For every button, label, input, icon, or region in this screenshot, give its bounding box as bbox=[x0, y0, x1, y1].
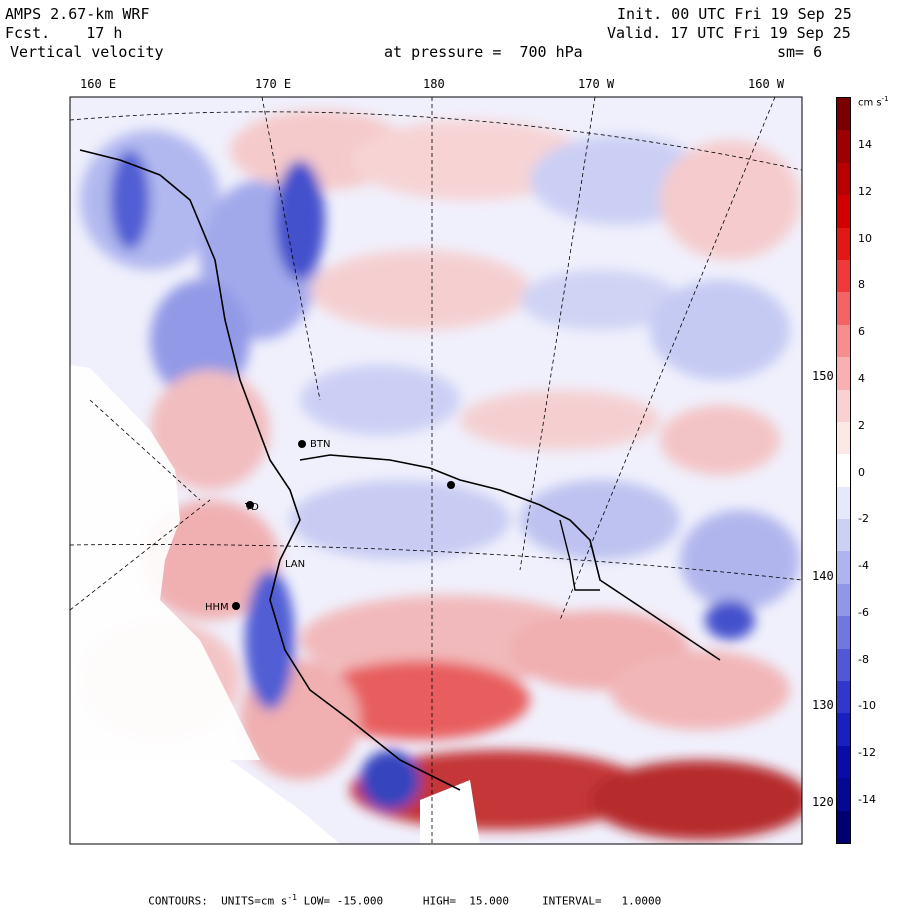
lon-label-160w: 160 W bbox=[748, 77, 785, 91]
colorbar-swatch bbox=[837, 713, 850, 746]
station-label-btn: BTN bbox=[310, 439, 330, 450]
valid-time: Valid. 17 UTC Fri 19 Sep 25 bbox=[607, 24, 851, 42]
footer-interval: INTERVAL= 1.0000 bbox=[542, 894, 662, 908]
colorbar-tick-label: -14 bbox=[858, 793, 876, 806]
station-marker bbox=[447, 481, 455, 489]
footer-units: UNITS=cm s bbox=[221, 894, 288, 908]
colorbar-swatch bbox=[837, 681, 850, 714]
colorbar-tick-label: 8 bbox=[858, 278, 865, 292]
colorbar-tick-label: 0 bbox=[858, 465, 865, 479]
footer-contours: CONTOURS: bbox=[148, 894, 208, 908]
model-title: AMPS 2.67-km WRF bbox=[5, 5, 150, 23]
colorbar-swatch bbox=[837, 648, 850, 682]
colorbar-tick-label: -10 bbox=[858, 699, 876, 713]
footer-low: LOW= -15.000 bbox=[303, 894, 384, 908]
colorbar-swatch bbox=[837, 421, 850, 455]
colorbar bbox=[836, 97, 851, 844]
colorbar-tick-label: 14 bbox=[858, 138, 872, 151]
lon-label-160e: 160 E bbox=[80, 77, 117, 91]
colorbar-units-text: cm s bbox=[858, 97, 882, 109]
colorbar-swatch bbox=[837, 778, 850, 811]
pressure-level: at pressure = 700 hPa bbox=[384, 43, 583, 61]
colorbar-tick-label: -12 bbox=[858, 746, 876, 760]
colorbar-tick-label: 12 bbox=[858, 184, 872, 198]
field-name: Vertical velocity bbox=[10, 43, 164, 61]
colorbar-swatch bbox=[837, 486, 850, 520]
colorbar-swatch bbox=[837, 324, 850, 358]
footer-high: HIGH= 15.000 bbox=[422, 894, 509, 908]
colorbar-swatch bbox=[837, 98, 850, 131]
station-label-hhm: HHM bbox=[205, 602, 229, 613]
colorbar-units-exp: -1 bbox=[881, 95, 889, 103]
colorbar-swatch bbox=[837, 519, 850, 552]
lon-label-170e: 170 E bbox=[255, 77, 292, 91]
colorbar-swatch bbox=[837, 259, 850, 293]
station-marker bbox=[246, 501, 254, 509]
colorbar-swatch bbox=[837, 130, 850, 163]
station-label-lan: LAN bbox=[285, 559, 305, 570]
smoothing: sm= 6 bbox=[777, 43, 823, 61]
colorbar-swatch bbox=[837, 745, 850, 779]
colorbar-swatch bbox=[837, 292, 850, 325]
footer: CONTOURS: UNITS=cm s-1 LOW= -15.000 HIGH… bbox=[135, 880, 661, 908]
colorbar-tick-label: 10 bbox=[858, 231, 872, 245]
forecast-hour: Fcst. 17 h bbox=[5, 24, 123, 42]
colorbar-tick-label: 6 bbox=[858, 325, 865, 339]
footer-units-exp: -1 bbox=[287, 893, 297, 902]
colorbar-swatch bbox=[837, 195, 850, 228]
station-label-td: TD bbox=[244, 502, 259, 513]
colorbar-tick-label: 2 bbox=[858, 418, 865, 432]
colorbar-tick-label: -8 bbox=[858, 652, 869, 666]
colorbar-units: cm s-1 bbox=[858, 95, 889, 108]
init-time: Init. 00 UTC Fri 19 Sep 25 bbox=[617, 5, 852, 23]
colorbar-tick-label: -2 bbox=[858, 512, 869, 526]
station-marker bbox=[232, 602, 240, 610]
colorbar-swatch bbox=[837, 357, 850, 390]
colorbar-swatch bbox=[837, 583, 850, 617]
colorbar-swatch bbox=[837, 454, 850, 487]
colorbar-swatch bbox=[837, 227, 850, 260]
colorbar-swatch bbox=[837, 389, 850, 422]
station-marker bbox=[298, 440, 306, 448]
colorbar-swatch bbox=[837, 616, 850, 649]
colorbar-tick-label: -4 bbox=[858, 559, 869, 573]
colorbar-tick-label: 4 bbox=[858, 371, 865, 385]
colorbar-tick-label: -6 bbox=[858, 605, 869, 619]
colorbar-swatch bbox=[837, 551, 850, 584]
colorbar-swatch bbox=[837, 162, 850, 196]
colorbar-swatch bbox=[837, 810, 850, 843]
lon-label-170w: 170 W bbox=[578, 77, 615, 91]
lon-label-180: 180 bbox=[423, 77, 445, 91]
